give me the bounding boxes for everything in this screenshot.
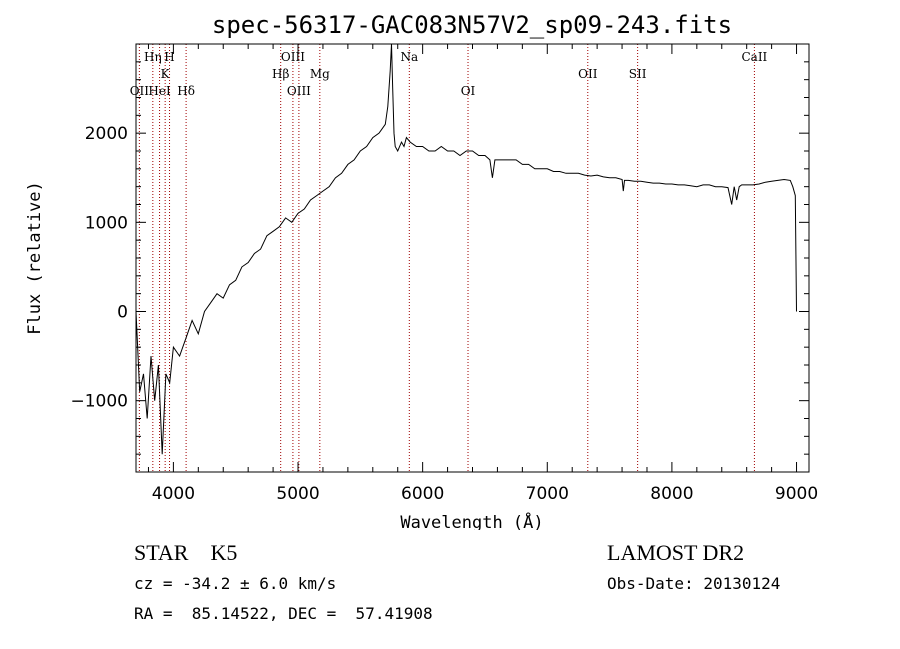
redshift-velocity: cz = -34.2 ± 6.0 km/s (134, 574, 337, 593)
x-tick-label: 9000 (775, 484, 818, 504)
line-label-3: K (161, 67, 171, 81)
coordinates: RA = 85.14522, DEC = 57.41908 (134, 604, 433, 623)
x-tick-label: 8000 (650, 484, 693, 504)
y-tick-label: −1000 (70, 392, 128, 412)
line-label-8: OIII (287, 84, 311, 98)
line-label-2: HeI (148, 84, 171, 98)
plot-frame (135, 43, 810, 473)
observation-date: Obs-Date: 20130124 (607, 574, 781, 593)
line-label-1: Hη (144, 50, 162, 64)
line-label-4: H (164, 50, 174, 64)
x-tick-label: 6000 (401, 484, 444, 504)
x-tick-label: 5000 (276, 484, 319, 504)
axes: 4000 5000 6000 7000 8000 9000 −1000 0 1000 2000 (70, 43, 818, 504)
line-label-0: OII (130, 84, 150, 98)
line-label-7: OIII (281, 50, 305, 64)
spectrum-chart: spec-56317-GAC083N57V2_sp09-243.fits OII… (25, 11, 818, 530)
line-label-11: OI (461, 84, 476, 98)
line-label-5: Hδ (177, 84, 195, 98)
line-label-6: Hβ (272, 67, 289, 81)
x-axis-label: Wavelength (Å) (400, 511, 543, 530)
y-tick-label: 2000 (85, 124, 128, 144)
y-tick-label: 1000 (85, 213, 128, 233)
line-markers: OII Hη HeI KH Hδ Hβ OIII OIII Mg Na OI OII SII CaII (130, 44, 768, 472)
line-label-12: OII (578, 67, 598, 81)
line-label-10: Na (400, 50, 418, 64)
y-axis-label: Flux (relative) (25, 181, 45, 335)
survey-name: LAMOST DR2 (607, 540, 745, 565)
x-tick-label: 7000 (526, 484, 569, 504)
y-tick-label: 0 (117, 303, 128, 323)
line-label-13: SII (629, 67, 647, 81)
object-class: STAR K5 (134, 540, 238, 565)
chart-title: spec-56317-GAC083N57V2_sp09-243.fits (212, 11, 732, 39)
x-tick-label: 4000 (152, 484, 195, 504)
spectrum-line (135, 43, 797, 455)
line-label-14: CaII (741, 50, 767, 64)
line-label-9: Mg (310, 67, 330, 81)
